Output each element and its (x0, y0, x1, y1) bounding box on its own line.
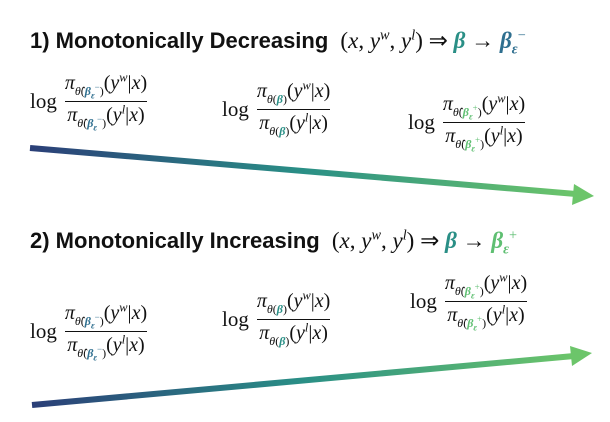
increasing-arrow (31, 346, 592, 408)
term-decreasing-beta-plus: log πθ̂(βε+)(yw|x) πθ̂(βε+)(yl|x) (408, 91, 526, 154)
decreasing-arrowhead-icon (572, 184, 594, 205)
increasing-arrowhead-icon (570, 346, 592, 366)
decreasing-arrow-shaft (29, 145, 577, 197)
term-increasing-beta-plus: log πθ̂(βε+)(yw|x) πθ̂(βε+)(yl|x) (410, 270, 528, 333)
increasing-arrow-shaft (31, 353, 575, 408)
heading-decreasing-expression: (x, yw, yl) ⇒ β → βε− (340, 27, 526, 58)
heading-increasing: 2) Monotonically Increasing (x, yw, yl) … (30, 227, 518, 258)
heading-decreasing-title: 1) Monotonically Decreasing (30, 28, 329, 53)
heading-decreasing: 1) Monotonically Decreasing (x, yw, yl) … (30, 27, 526, 58)
heading-increasing-expression: (x, yw, yl) ⇒ β → βε+ (331, 227, 518, 258)
term-increasing-beta-minus: log πθ̂(βε−)(yw|x) πθ̂(βε−)(yl|x) (30, 300, 148, 363)
term-decreasing-beta-minus: log πθ̂(βε−)(yw|x) πθ̂(βε−)(yl|x) (30, 70, 148, 133)
decreasing-arrow (29, 145, 594, 205)
term-decreasing-beta: log πθ(β)(yw|x) πθ(β)(yl|x) (222, 78, 331, 138)
heading-increasing-title: 2) Monotonically Increasing (30, 228, 320, 253)
term-increasing-beta: log πθ(β)(yw|x) πθ(β)(yl|x) (222, 288, 331, 348)
